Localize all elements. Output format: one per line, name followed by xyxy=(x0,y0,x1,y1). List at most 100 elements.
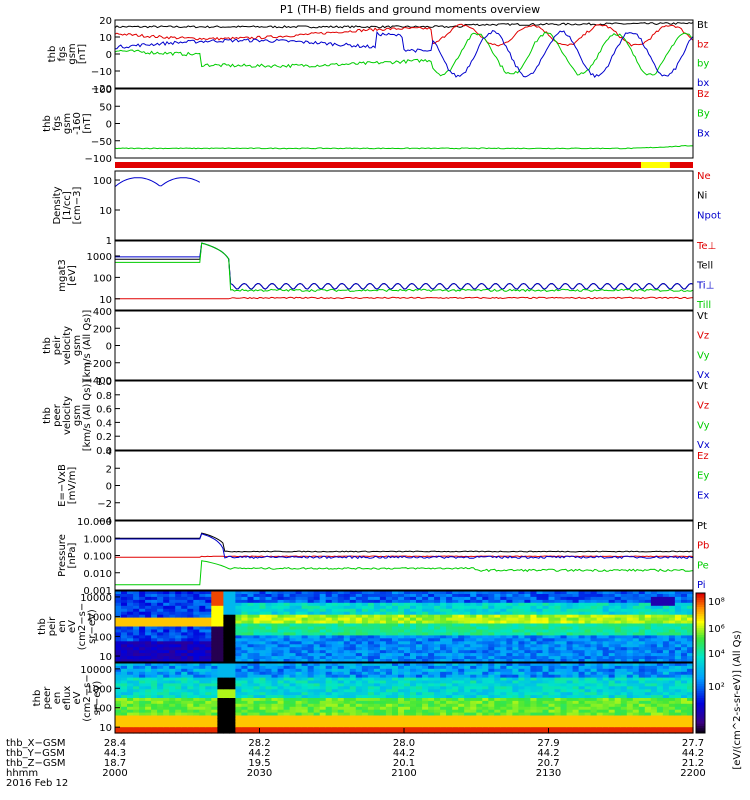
spectrogram-cell xyxy=(181,650,188,654)
spectrogram-cell xyxy=(343,594,351,598)
spectrogram-cell xyxy=(566,635,574,639)
spectrogram-cell xyxy=(199,677,206,682)
spectrogram-cell xyxy=(392,620,399,625)
spectrogram-cell xyxy=(440,594,447,598)
spectrogram-cell xyxy=(331,644,339,648)
spectrogram-cell xyxy=(488,656,495,660)
spectrogram-cell xyxy=(572,709,580,714)
spectrogram-cell xyxy=(494,689,501,693)
spectrogram-cell xyxy=(277,605,285,610)
spectrogram-cell xyxy=(590,632,598,636)
spectrogram-cell xyxy=(325,641,333,645)
spectrogram-cell xyxy=(217,721,224,725)
spectrogram-cell xyxy=(133,668,140,673)
spectrogram-cell xyxy=(596,727,604,731)
spectrogram-cell xyxy=(464,680,471,684)
spectrogram-cell xyxy=(283,665,291,670)
spectrogram-cell xyxy=(446,703,453,708)
spectrogram-cell xyxy=(283,703,291,708)
spectrogram-cell xyxy=(301,626,309,631)
spectrogram-cell xyxy=(614,712,622,717)
spectrogram-cell xyxy=(253,608,261,613)
spectrogram-cell xyxy=(566,641,574,645)
spectrogram-cell xyxy=(620,626,628,631)
spectrogram-cell xyxy=(307,724,315,728)
spectrogram-cell xyxy=(452,656,459,660)
spectrogram-cell xyxy=(548,721,556,725)
spectrogram-cell xyxy=(602,677,610,682)
spectrogram-cell xyxy=(361,668,369,673)
spectrogram-cell xyxy=(650,671,658,676)
spectrogram-cell xyxy=(422,641,429,645)
spectrogram-cell xyxy=(596,650,604,654)
spectrogram-cell xyxy=(560,712,568,717)
spectrogram-cell xyxy=(193,712,200,717)
spectrogram-cell xyxy=(283,718,291,722)
spectrogram-cell xyxy=(361,608,369,613)
spectrogram-cell xyxy=(428,602,435,607)
spectrogram-cell xyxy=(392,730,399,734)
spectrogram-cell xyxy=(349,671,357,676)
spectrogram-cell xyxy=(566,605,574,610)
spectrogram-cell xyxy=(626,718,634,722)
spectrogram-cell xyxy=(536,611,544,616)
spectrogram-cell xyxy=(566,680,574,684)
x-tick-label: 2100 xyxy=(391,768,416,779)
spectrogram-cell xyxy=(163,671,170,676)
spectrogram-cell xyxy=(560,641,568,645)
spectrogram-cell xyxy=(416,605,423,610)
spectrogram-cell xyxy=(133,591,140,595)
spectrogram-cell xyxy=(133,617,140,622)
spectrogram-cell xyxy=(620,635,628,639)
spectrogram-cell xyxy=(313,611,321,616)
spectrogram-cell xyxy=(301,659,309,663)
spectrogram-cell xyxy=(241,689,248,693)
spectrogram-cell xyxy=(307,671,315,676)
spectrogram-cell xyxy=(458,623,465,628)
spectrogram-cell xyxy=(301,683,309,687)
spectrogram-cell xyxy=(578,632,586,636)
spectrogram-cell xyxy=(530,709,537,714)
spectrogram-cell xyxy=(169,680,176,684)
spectrogram-cell xyxy=(211,686,218,690)
spectrogram-cell xyxy=(422,668,429,673)
spectrogram-cell xyxy=(626,724,634,728)
spectrogram-cell xyxy=(662,727,670,731)
spectrogram-cell xyxy=(223,611,230,616)
spectrogram-cell xyxy=(253,671,261,676)
spectrogram-cell xyxy=(602,611,610,616)
spectrogram-cell xyxy=(325,608,333,613)
spectrogram-cell xyxy=(151,620,158,625)
spectrogram-cell xyxy=(241,686,248,690)
spectrogram-cell xyxy=(422,686,429,690)
spectrogram-cell xyxy=(349,647,357,651)
spectrogram-cell xyxy=(175,700,182,705)
spectrogram-cell xyxy=(470,623,477,628)
spectrogram-cell xyxy=(199,724,206,728)
spectrogram-cell xyxy=(331,626,339,631)
spectrogram-cell xyxy=(446,596,453,601)
spectrogram-cell xyxy=(452,703,459,708)
spectrogram-cell xyxy=(307,659,315,663)
spectrogram-cell xyxy=(554,721,562,725)
spectrogram-cell xyxy=(223,650,230,654)
spectrogram-cell xyxy=(283,686,291,690)
spectrogram-cell xyxy=(295,703,303,708)
spectrogram-cell xyxy=(464,659,471,663)
spectrogram-cell xyxy=(343,712,351,717)
spectrogram-cell xyxy=(187,689,194,693)
spectrogram-cell xyxy=(151,608,158,613)
spectrogram-cell xyxy=(199,594,206,598)
spectrogram-cell xyxy=(247,680,255,684)
spectrogram-cell xyxy=(638,671,646,676)
spectrogram-cell xyxy=(398,602,405,607)
y-label-line: (cm2−s− xyxy=(77,603,88,650)
spectrogram-cell xyxy=(337,591,345,595)
spectrogram-cell xyxy=(139,629,146,634)
spectrogram-cell xyxy=(283,591,291,595)
spectrogram-cell xyxy=(518,686,525,690)
spectrogram-cell xyxy=(584,712,592,717)
spectrogram-cell xyxy=(596,653,604,657)
spectrogram-cell xyxy=(434,724,441,728)
spectrogram-cell xyxy=(241,611,248,616)
